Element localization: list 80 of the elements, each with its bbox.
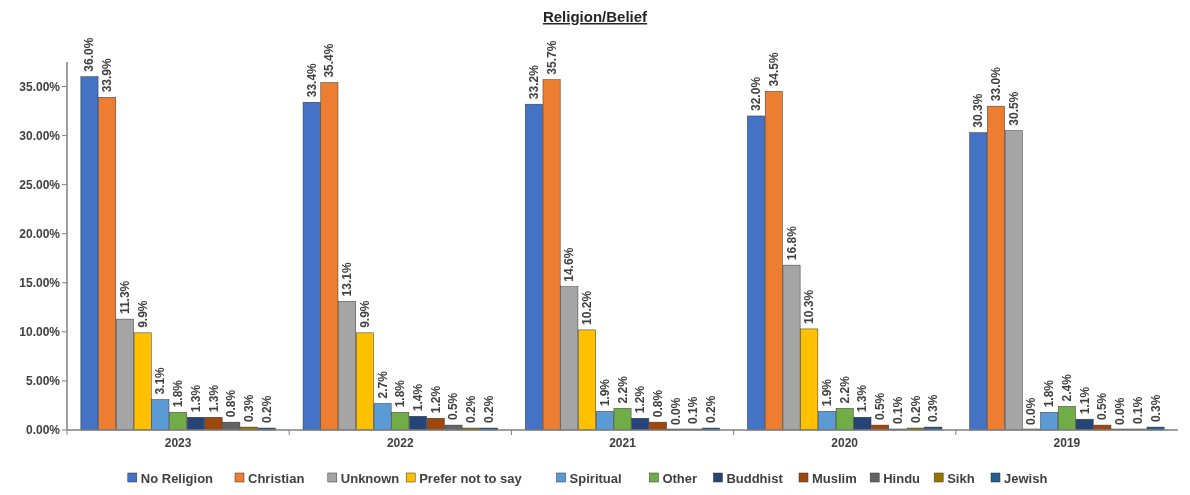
y-tick-label: 10.00% (19, 325, 61, 340)
x-tick-label: 2023 (164, 436, 192, 450)
data-label: 30.3% (971, 93, 986, 128)
data-label: 9.9% (357, 300, 372, 328)
data-label: 0.1% (890, 396, 905, 425)
legend-label: Sikh (947, 471, 975, 486)
data-label: 0.1% (686, 396, 701, 425)
legend-label: Unknown (340, 471, 400, 486)
data-label: 0.5% (873, 392, 888, 421)
x-tick-label: 2022 (386, 436, 414, 450)
data-label: 33.2% (526, 64, 541, 100)
data-label: 10.2% (580, 290, 595, 325)
data-label: 36.0% (82, 37, 97, 72)
data-label: 0.5% (446, 392, 461, 421)
data-label: 30.5% (1006, 91, 1021, 126)
data-label: 33.4% (304, 62, 319, 98)
x-tick-label: 2019 (1053, 436, 1081, 450)
data-label: 16.8% (784, 225, 799, 261)
x-tick-label: 2021 (609, 436, 637, 450)
legend-label: Buddhist (726, 471, 784, 486)
data-label: 0.5% (1095, 392, 1110, 421)
data-label: 2.7% (375, 370, 390, 399)
y-tick-label: 30.00% (19, 128, 61, 143)
data-label: 11.3% (117, 280, 132, 315)
data-label: 9.9% (135, 300, 150, 328)
data-label: 33.0% (988, 66, 1003, 102)
data-label: 1.1% (1077, 386, 1092, 415)
legend-label: Jewish (1004, 471, 1048, 486)
y-tick-label: 0.00% (25, 423, 61, 438)
data-label: 34.5% (766, 52, 781, 87)
data-label: 2.2% (837, 375, 852, 404)
data-label: 0.2% (908, 395, 923, 424)
data-label: 0.8% (650, 389, 665, 418)
y-tick-label: 15.00% (19, 276, 61, 290)
legend-label: Muslim (812, 471, 857, 486)
data-label: 1.3% (206, 384, 221, 413)
legend-label: Other (662, 471, 698, 486)
data-label: 13.1% (340, 262, 355, 297)
data-label: 0.2% (481, 395, 496, 424)
y-tick-label: 25.00% (19, 177, 61, 192)
data-label: 0.2% (464, 395, 479, 424)
data-label: 0.3% (242, 394, 257, 423)
data-label: 1.9% (597, 378, 612, 407)
data-label: 35.7% (544, 40, 559, 75)
data-label: 1.8% (171, 379, 186, 408)
data-label: 0.3% (1148, 394, 1163, 423)
x-tick-label: 2020 (831, 436, 859, 450)
data-label: 0.2% (259, 395, 274, 424)
data-label: 1.2% (428, 385, 443, 414)
data-label: 0.0% (1113, 397, 1128, 425)
legend-label: No Religion (140, 471, 214, 486)
data-label: 0.0% (668, 397, 683, 425)
y-tick-label: 35.00% (19, 79, 61, 94)
y-tick-label: 20.00% (19, 226, 61, 241)
data-label: 2.4% (1059, 373, 1074, 402)
data-label: 0.8% (224, 389, 239, 418)
data-label: 1.3% (855, 384, 870, 413)
data-label: 14.6% (562, 247, 577, 282)
data-label: 2.2% (615, 375, 630, 404)
data-label: 1.9% (819, 378, 834, 407)
legend-label: Christian (248, 471, 305, 486)
data-label: 1.4% (411, 383, 426, 412)
data-label: 32.0% (749, 76, 764, 111)
data-label: 3.1% (153, 366, 168, 395)
chart-title: Religion/Belief (542, 8, 649, 25)
data-label: 1.8% (393, 379, 408, 408)
data-label: 1.8% (1042, 379, 1057, 408)
data-label: 35.4% (322, 43, 337, 78)
data-label: 0.1% (1130, 396, 1145, 425)
legend-label: Spiritual (569, 471, 622, 486)
data-label: 10.3% (802, 289, 817, 324)
data-label: 1.3% (188, 384, 203, 413)
legend-label: Prefer not to say (419, 471, 523, 486)
legend-label: Hindu (883, 471, 921, 486)
data-label: 1.2% (633, 385, 648, 414)
data-label: 0.2% (704, 395, 719, 424)
data-label: 0.0% (1024, 397, 1039, 425)
data-label: 0.3% (926, 394, 941, 423)
data-label: 33.9% (100, 57, 115, 93)
y-tick-label: 5.00% (25, 374, 61, 389)
